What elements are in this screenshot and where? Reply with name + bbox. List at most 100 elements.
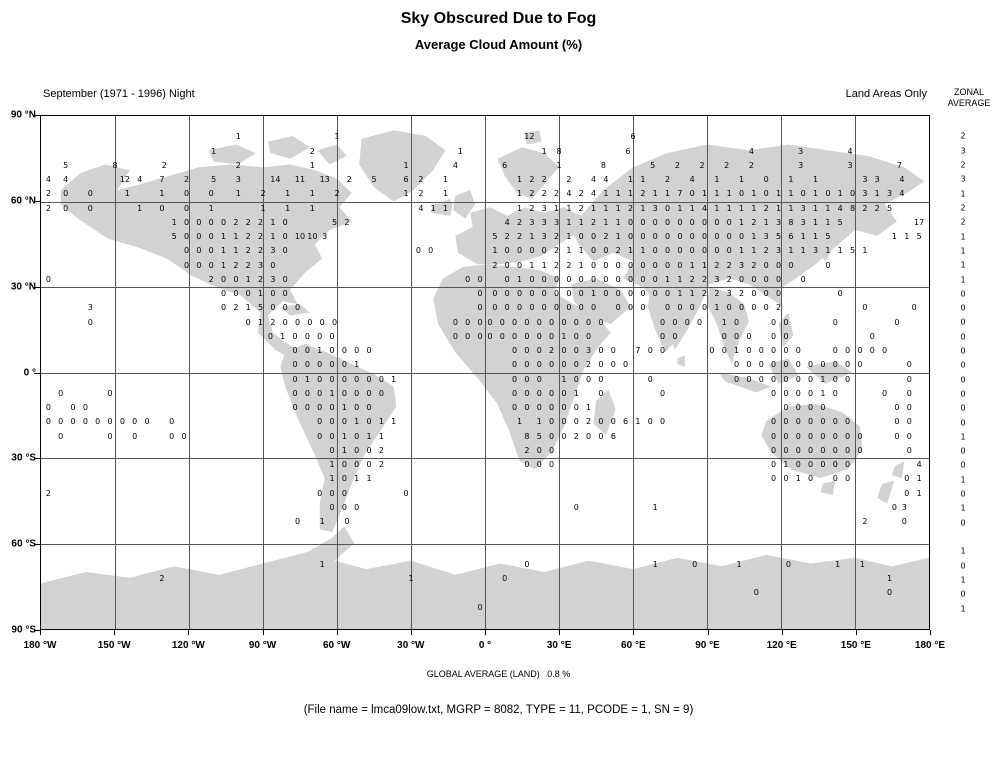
grid-value: 5 (775, 232, 782, 242)
grid-value: 0 (738, 232, 745, 242)
zonal-average-value: 0 (960, 332, 966, 342)
grid-value: 0 (837, 289, 843, 299)
grid-value: 0 (307, 317, 313, 327)
grid-value: 0 (87, 189, 93, 199)
grid-value: 0 (87, 317, 93, 327)
grid-value: 0 (529, 274, 535, 284)
grid-value: 1 (800, 232, 806, 242)
grid-value: 0 (196, 232, 202, 242)
grid-value: 2 (566, 260, 572, 270)
grid-value: 0 (832, 360, 838, 370)
grid-value: 0 (783, 317, 789, 327)
grid-value: 2 (378, 445, 384, 455)
lat-tick-label: 30 °N (10, 281, 36, 293)
grid-value: 0 (317, 488, 323, 498)
grid-value: 0 (119, 417, 125, 427)
landmass-arctic-island-2 (267, 135, 310, 159)
grid-value: 0 (808, 403, 814, 413)
landmass-europe (455, 207, 582, 265)
grid-value: 1 (403, 160, 409, 170)
grid-value: 0 (132, 431, 138, 441)
grid-value: 0 (524, 460, 530, 470)
grid-value: 1 (603, 203, 609, 213)
grid-value: 2 (586, 417, 592, 427)
grid-value: 0 (524, 346, 530, 356)
grid-value: 0 (701, 217, 708, 227)
grid-value: 0 (845, 445, 851, 455)
grid-value: 1 (820, 388, 826, 398)
grid-value: 0 (561, 403, 567, 413)
grid-value: 0 (304, 403, 310, 413)
grid-value: 0 (746, 346, 752, 356)
grid-value: 0 (714, 232, 720, 242)
grid-value: 0 (660, 346, 666, 356)
grid-value: 2 (862, 517, 868, 527)
lon-tick-label: 60 °E (621, 640, 646, 651)
grid-value: 0 (894, 431, 900, 441)
grid-value: 1 (329, 474, 335, 484)
grid-value: 0 (566, 303, 572, 313)
grid-value: 4 (418, 203, 424, 213)
grid-value: 0 (738, 303, 745, 313)
grid-value: 0 (304, 346, 310, 356)
grid-value: 3 (235, 175, 241, 185)
grid-value: 0 (783, 388, 789, 398)
grid-value: 2 (874, 203, 880, 213)
lon-tick-label: 90 °E (695, 640, 720, 651)
grid-value: 0 (487, 331, 493, 341)
grid-value: 1 (260, 203, 266, 213)
parallel-gridline (41, 201, 929, 203)
grid-value: 0 (820, 417, 826, 427)
grid-value: 0 (516, 303, 523, 313)
grid-value: 0 (771, 431, 777, 441)
grid-value: 0 (783, 346, 789, 356)
grid-value: 0 (292, 388, 298, 398)
grid-value: 3 (886, 189, 893, 199)
grid-value: 8 (600, 160, 606, 170)
grid-value: 0 (820, 360, 826, 370)
grid-value: 1 (886, 574, 893, 584)
grid-value: 1 (738, 175, 745, 185)
grid-value: 0 (689, 217, 695, 227)
grid-value: 0 (549, 331, 555, 341)
grid-value: 2 (257, 274, 264, 284)
grid-value: 0 (771, 388, 777, 398)
grid-value: 2 (862, 203, 868, 213)
grid-value: 0 (208, 260, 214, 270)
grid-value: 0 (664, 246, 671, 256)
grid-value: 0 (734, 360, 740, 370)
grid-value: 0 (341, 474, 347, 484)
grid-value: 0 (684, 317, 690, 327)
grid-value: 1 (430, 203, 436, 213)
grid-value: 1 (916, 474, 922, 484)
grid-value: 1 (726, 203, 732, 213)
grid-value: 0 (512, 388, 518, 398)
grid-value: 0 (721, 331, 727, 341)
grid-value: 0 (233, 274, 239, 284)
grid-value: 3 (257, 260, 264, 270)
grid-value: 1 (590, 203, 597, 213)
landmass-greenland (359, 130, 446, 202)
grid-value: 6 (403, 175, 409, 185)
grid-value: 2 (726, 274, 732, 284)
grid-value: 1 (664, 274, 671, 284)
grid-value: 1 (235, 132, 241, 142)
grid-value: 0 (788, 260, 794, 270)
grid-value: 2 (664, 175, 671, 185)
grid-value: 1 (220, 232, 227, 242)
zonal-average-value: 0 (960, 346, 966, 356)
grid-value: 8 (556, 146, 562, 156)
grid-value: 2 (724, 160, 730, 170)
grid-value: 2 (763, 246, 769, 256)
grid-value: 0 (857, 431, 863, 441)
grid-value: 0 (516, 289, 523, 299)
grid-value: 1 (825, 246, 831, 256)
grid-value: 0 (894, 317, 900, 327)
grid-value: 0 (329, 431, 335, 441)
lon-tick-label: 30 °W (397, 640, 425, 651)
grid-value: 1 (309, 189, 315, 199)
grid-value: 1 (516, 417, 523, 427)
lon-tick-mark (188, 630, 190, 635)
grid-value: 0 (627, 303, 634, 313)
grid-value: 0 (366, 445, 372, 455)
